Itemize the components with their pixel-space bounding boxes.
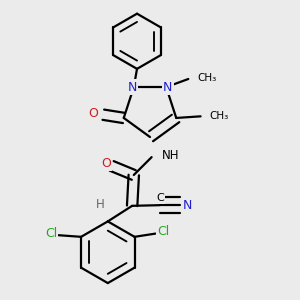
Text: H: H — [96, 198, 105, 212]
Text: Cl: Cl — [158, 226, 170, 238]
Text: N: N — [128, 81, 137, 94]
Text: N: N — [182, 199, 192, 212]
Text: CH₃: CH₃ — [197, 73, 217, 83]
Text: O: O — [88, 107, 98, 120]
Text: C: C — [156, 193, 164, 203]
Text: O: O — [101, 157, 111, 170]
Text: NH: NH — [162, 149, 179, 162]
Text: Cl: Cl — [45, 227, 57, 240]
Text: N: N — [163, 81, 172, 94]
Text: CH₃: CH₃ — [210, 111, 229, 121]
